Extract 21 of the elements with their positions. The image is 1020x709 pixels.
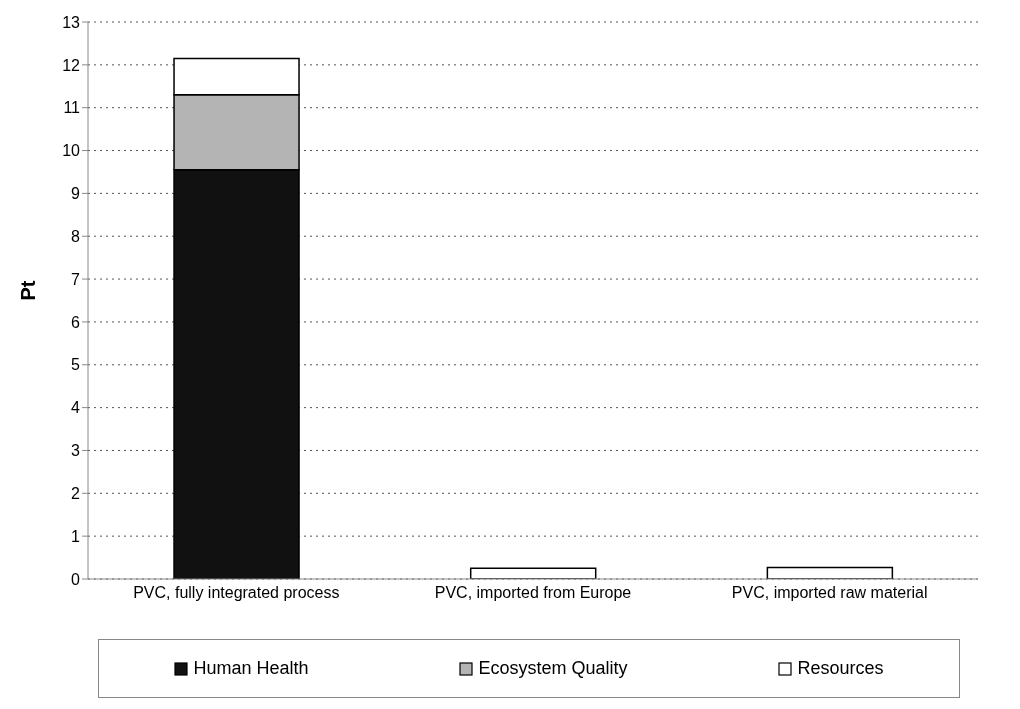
y-tick-label: 3 (71, 442, 81, 460)
y-axis-title: Pt (17, 280, 40, 301)
legend-label: Resources (796, 658, 884, 679)
y-tick-label: 9 (71, 185, 81, 203)
x-tick-label: PVC, imported from Europe (434, 584, 632, 602)
y-tick-label: 13 (62, 13, 81, 31)
y-tick-label: 12 (62, 56, 81, 74)
y-tick-label: 10 (62, 142, 81, 160)
legend-label: Human Health (192, 658, 309, 679)
y-tick-label: 0 (71, 570, 81, 588)
y-tick-label: 4 (71, 399, 81, 417)
y-tick-label: 1 (71, 527, 81, 545)
y-tick-label: 6 (71, 313, 81, 331)
x-tick-label: PVC, imported raw material (731, 584, 928, 602)
y-tick-label: 7 (71, 270, 81, 288)
y-tick-label: 5 (71, 356, 81, 374)
legend-label: Ecosystem Quality (477, 658, 628, 679)
x-tick-label: PVC, fully integrated process (133, 584, 340, 602)
y-tick-label: 2 (71, 484, 81, 502)
y-tick-label: 8 (71, 227, 81, 245)
y-tick-label: 11 (63, 99, 81, 117)
